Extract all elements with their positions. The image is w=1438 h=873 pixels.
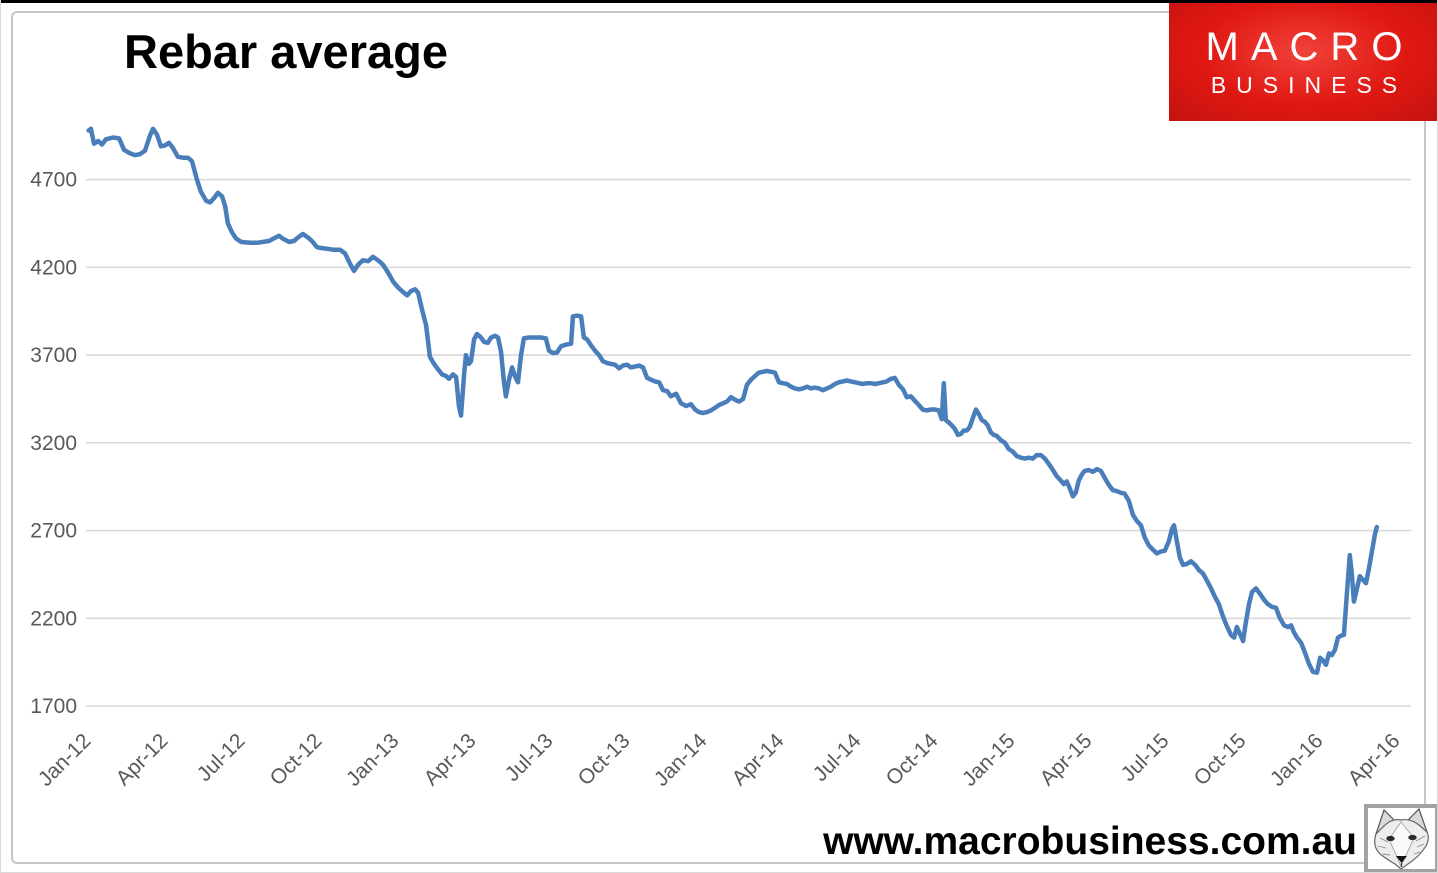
x-tick-label: Oct-15 bbox=[1190, 729, 1251, 790]
website-url: www.macrobusiness.com.au bbox=[823, 820, 1357, 863]
x-tick-label: Oct-12 bbox=[266, 729, 327, 790]
x-tick-label: Jan-15 bbox=[958, 729, 1020, 791]
x-tick: Jan-16 bbox=[1266, 729, 1328, 791]
y-tick-label: 2200 bbox=[30, 607, 77, 630]
x-tick: Oct-12 bbox=[266, 729, 327, 790]
x-tick-label: Apr-16 bbox=[1344, 729, 1405, 790]
y-tick-label: 1700 bbox=[30, 695, 77, 718]
fox-logo-icon bbox=[1364, 804, 1437, 872]
y-tick-label: 3700 bbox=[30, 344, 77, 367]
window-top-edge bbox=[1, 0, 1437, 3]
chart-title: Rebar average bbox=[124, 25, 448, 78]
x-tick-label: Oct-13 bbox=[574, 729, 635, 790]
x-tick: Apr-12 bbox=[112, 729, 173, 790]
x-tick: Apr-16 bbox=[1344, 729, 1405, 790]
x-tick-label: Jan-13 bbox=[342, 729, 404, 791]
x-tick: Jan-12 bbox=[34, 729, 96, 791]
x-tick: Jan-13 bbox=[342, 729, 404, 791]
x-tick: Jan-15 bbox=[958, 729, 1020, 791]
x-tick: Apr-13 bbox=[420, 729, 481, 790]
x-tick-label: Apr-15 bbox=[1036, 729, 1097, 790]
x-tick-label: Jul-12 bbox=[193, 729, 250, 786]
macrobusiness-logo: MACRO BUSINESS bbox=[1169, 3, 1437, 121]
price-line bbox=[86, 126, 1380, 675]
x-tick: Jul-14 bbox=[809, 729, 866, 786]
y-tick-label: 4200 bbox=[30, 256, 77, 279]
x-tick: Jan-14 bbox=[650, 729, 712, 791]
logo-line1: MACRO bbox=[1205, 24, 1415, 69]
x-tick-label: Jan-16 bbox=[1266, 729, 1328, 791]
fox-sketch bbox=[1374, 807, 1429, 870]
x-tick-label: Jul-14 bbox=[809, 729, 866, 786]
x-tick: Jul-13 bbox=[501, 729, 558, 786]
x-tick-label: Jul-15 bbox=[1117, 729, 1174, 786]
x-tick: Oct-13 bbox=[574, 729, 635, 790]
y-tick-label: 2700 bbox=[30, 520, 77, 543]
x-tick: Oct-14 bbox=[882, 729, 943, 790]
x-tick-label: Apr-14 bbox=[728, 729, 789, 790]
x-tick-label: Jul-13 bbox=[501, 729, 558, 786]
x-tick: Apr-14 bbox=[728, 729, 789, 790]
x-tick-label: Oct-14 bbox=[882, 729, 943, 790]
x-tick-label: Jan-12 bbox=[34, 729, 96, 791]
y-tick-label: 3200 bbox=[30, 432, 77, 455]
y-tick-label: 4700 bbox=[30, 169, 77, 192]
x-tick: Jul-12 bbox=[193, 729, 250, 786]
x-tick-label: Apr-13 bbox=[420, 729, 481, 790]
chart-border bbox=[11, 11, 1426, 864]
x-tick: Jul-15 bbox=[1117, 729, 1174, 786]
x-tick-label: Jan-14 bbox=[650, 729, 712, 791]
x-tick: Apr-15 bbox=[1036, 729, 1097, 790]
x-tick: Oct-15 bbox=[1190, 729, 1251, 790]
logo-line2: BUSINESS bbox=[1210, 71, 1408, 98]
x-tick-label: Apr-12 bbox=[112, 729, 173, 790]
